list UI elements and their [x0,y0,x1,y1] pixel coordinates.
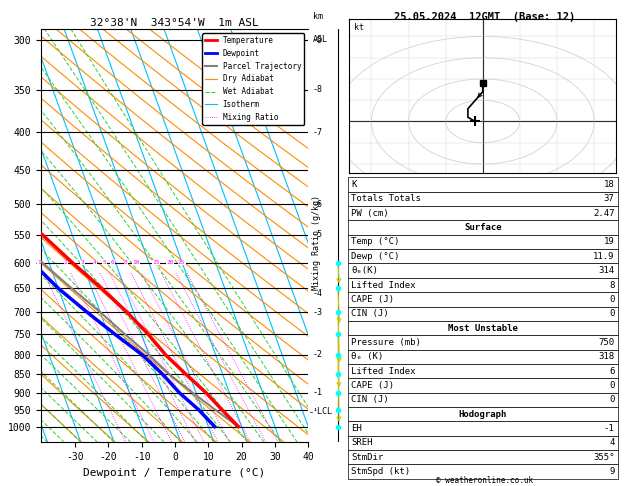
Text: StmSpd (kt): StmSpd (kt) [351,467,410,476]
Text: 318: 318 [598,352,615,361]
Text: 750: 750 [598,338,615,347]
Text: 314: 314 [598,266,615,275]
Text: -2: -2 [313,350,323,360]
Text: Totals Totals: Totals Totals [351,194,421,204]
Text: 6: 6 [111,260,114,265]
Text: -8: -8 [313,85,323,94]
Text: SREH: SREH [351,438,372,447]
Text: 10: 10 [133,260,140,265]
Text: Dewp (°C): Dewp (°C) [351,252,399,261]
Text: K: K [351,180,357,189]
X-axis label: Dewpoint / Temperature (°C): Dewpoint / Temperature (°C) [84,468,265,478]
Text: -9: -9 [313,35,323,45]
Text: EH: EH [351,424,362,433]
Text: CIN (J): CIN (J) [351,309,389,318]
Text: CAPE (J): CAPE (J) [351,381,394,390]
Text: 0: 0 [609,395,615,404]
Text: Mixing Ratio (g/kg): Mixing Ratio (g/kg) [312,195,321,291]
Text: 11.9: 11.9 [593,252,615,261]
Text: ASL: ASL [313,35,328,44]
Text: θₑ (K): θₑ (K) [351,352,383,361]
Text: Pressure (mb): Pressure (mb) [351,338,421,347]
Text: 18: 18 [604,180,615,189]
Text: PW (cm): PW (cm) [351,209,389,218]
Text: CIN (J): CIN (J) [351,395,389,404]
Title: 32°38'N  343°54'W  1m ASL: 32°38'N 343°54'W 1m ASL [90,18,259,28]
Text: 0: 0 [609,295,615,304]
Text: -4: -4 [313,289,323,298]
Text: -6: -6 [313,200,323,208]
Text: 37: 37 [604,194,615,204]
Text: Hodograph: Hodograph [459,410,507,418]
Text: Lifted Index: Lifted Index [351,366,416,376]
Legend: Temperature, Dewpoint, Parcel Trajectory, Dry Adiabat, Wet Adiabat, Isotherm, Mi: Temperature, Dewpoint, Parcel Trajectory… [202,33,304,125]
Y-axis label: hPa: hPa [0,226,2,246]
Text: km: km [313,12,323,21]
Text: © weatheronline.co.uk: © weatheronline.co.uk [436,476,533,485]
Text: Most Unstable: Most Unstable [448,324,518,332]
Text: 1: 1 [37,260,41,265]
Text: 0: 0 [609,309,615,318]
Text: -5: -5 [313,230,323,239]
Text: -7: -7 [313,128,323,137]
Text: Surface: Surface [464,223,501,232]
Text: StmDir: StmDir [351,452,383,462]
Text: 4: 4 [609,438,615,447]
Text: 19: 19 [604,238,615,246]
Text: 4: 4 [93,260,97,265]
Text: 25.05.2024  12GMT  (Base: 12): 25.05.2024 12GMT (Base: 12) [394,12,575,22]
Text: -3: -3 [313,308,323,316]
Text: 8: 8 [609,280,615,290]
Text: -1: -1 [313,388,323,397]
Text: -1: -1 [604,424,615,433]
Text: 9: 9 [609,467,615,476]
Text: CAPE (J): CAPE (J) [351,295,394,304]
Text: 8: 8 [124,260,128,265]
Text: Lifted Index: Lifted Index [351,280,416,290]
Text: 3: 3 [81,260,84,265]
Text: 355°: 355° [593,452,615,462]
Text: 2.47: 2.47 [593,209,615,218]
Text: 20: 20 [167,260,174,265]
Text: 2: 2 [64,260,68,265]
Text: 6: 6 [609,366,615,376]
Text: θₑ(K): θₑ(K) [351,266,378,275]
Text: ¹LCL: ¹LCL [313,407,333,417]
Text: 25: 25 [178,260,186,265]
Text: 0: 0 [609,381,615,390]
Text: 15: 15 [152,260,160,265]
Text: 5: 5 [103,260,106,265]
Text: Temp (°C): Temp (°C) [351,238,399,246]
Text: kt: kt [355,22,364,32]
